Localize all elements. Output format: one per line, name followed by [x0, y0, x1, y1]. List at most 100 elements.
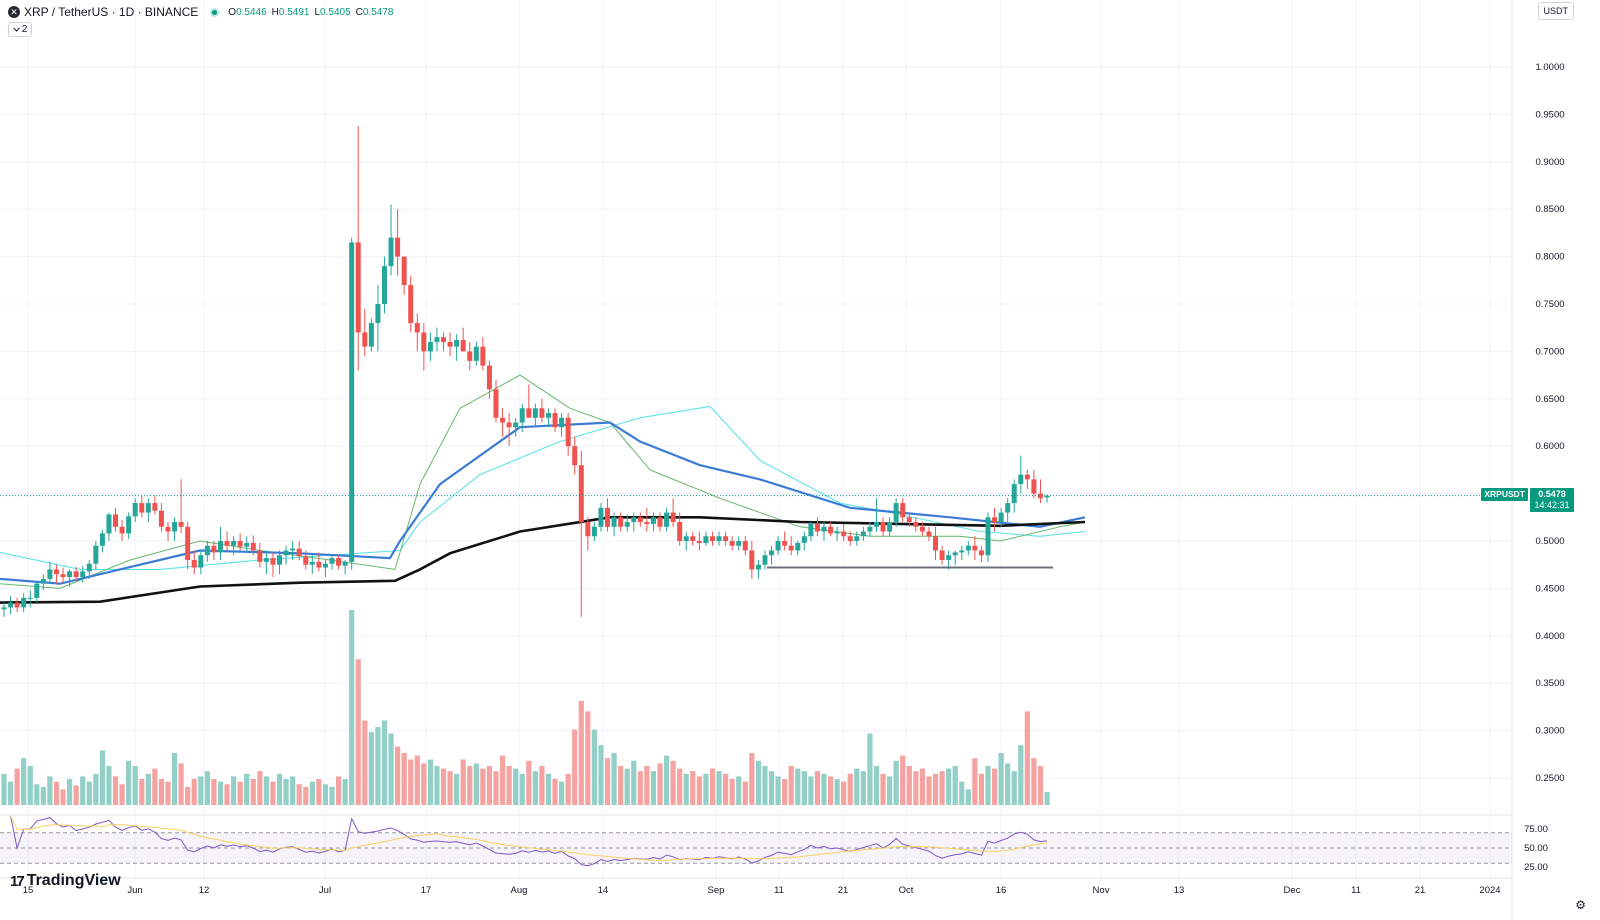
time-tick-label: 2024: [1479, 885, 1500, 896]
settings-gear-icon[interactable]: ⚙: [1575, 898, 1586, 912]
ohlc-high: H0.5491: [271, 6, 310, 18]
volume-bar: [808, 776, 814, 805]
volume-bar: [47, 776, 53, 805]
volume-bar: [460, 759, 466, 805]
chart-header: ✕ XRP / TetherUS · 1D · BINANCE O0.5446 …: [8, 3, 398, 21]
volume-bar: [93, 773, 99, 805]
volume-bar: [578, 701, 584, 805]
candle-body: [460, 340, 466, 352]
candle-body: [965, 545, 971, 551]
price-tick-label: 0.3500: [1535, 678, 1564, 689]
candle-body: [762, 555, 768, 565]
candle-body: [93, 545, 99, 564]
volume-bar: [165, 781, 171, 805]
candle-body: [421, 332, 427, 352]
candle-body: [349, 242, 355, 562]
time-tick-label: 13: [1174, 885, 1185, 896]
volume-bar: [250, 779, 256, 805]
market-status-icon: [210, 7, 220, 17]
candle-body: [250, 542, 256, 551]
candle-body: [841, 531, 847, 537]
volume-bar: [34, 784, 40, 805]
candle-body: [145, 503, 151, 513]
candle-body: [933, 536, 939, 551]
volume-bar: [814, 771, 821, 805]
candle-body: [998, 512, 1004, 523]
volume-bar: [257, 771, 263, 805]
candle-body: [801, 536, 807, 543]
candle-body: [677, 522, 683, 541]
candle-body: [237, 541, 243, 547]
tradingview-logo-icon: 17: [10, 872, 25, 890]
volume-bar: [572, 729, 578, 805]
candle-body: [703, 536, 709, 543]
volume-bar: [217, 781, 224, 805]
last-price-value: 0.5478: [1538, 489, 1566, 499]
candle-body: [644, 522, 650, 524]
volume-bar: [1, 773, 7, 805]
candle-body: [893, 503, 899, 523]
indicators-toggle-button[interactable]: 2: [8, 22, 32, 37]
candle-body: [486, 365, 492, 390]
candle-body: [690, 536, 696, 541]
symbol-price-label: XRPUSDT: [1481, 488, 1528, 501]
candle-body: [887, 522, 893, 532]
candle-body: [972, 545, 978, 551]
time-tick-label: Sep: [708, 885, 725, 896]
candle-body: [545, 413, 551, 418]
volume-bar: [552, 779, 558, 805]
ohlc-open: O0.5446: [228, 6, 267, 18]
candle-body: [591, 526, 597, 537]
volume-bar: [290, 776, 296, 805]
candle-body: [782, 541, 788, 546]
candle-body: [395, 237, 401, 257]
symbol-title[interactable]: XRP / TetherUS · 1D · BINANCE: [24, 5, 199, 19]
time-tick-label: 21: [838, 885, 849, 896]
volume-bar: [762, 766, 768, 805]
volume-bar: [27, 766, 33, 805]
candle-body: [375, 304, 381, 323]
volume-bar: [565, 773, 571, 805]
tradingview-logo[interactable]: 17 TradingView: [10, 872, 121, 890]
volume-bar: [657, 763, 663, 805]
volume-bar: [965, 789, 971, 805]
volume-bar: [618, 766, 624, 805]
volume-bar: [309, 781, 315, 805]
candle-body: [40, 578, 46, 584]
candle-body: [99, 533, 105, 546]
volume-bar: [1011, 771, 1017, 805]
candle-body: [493, 389, 499, 418]
candle-body: [329, 558, 335, 564]
candle-body: [427, 341, 433, 352]
volume-bar: [788, 766, 794, 805]
chevron-down-icon: [12, 27, 20, 32]
candle-body: [303, 556, 309, 565]
candle-body: [454, 340, 460, 347]
candle-body: [211, 545, 217, 553]
candle-body: [611, 517, 617, 527]
candle-body: [290, 548, 296, 551]
candle-body: [1018, 474, 1024, 485]
volume-bar: [270, 781, 276, 805]
ohlc-close: C0.5478: [355, 6, 394, 18]
ohlc-low: L0.5405: [314, 6, 351, 18]
volume-bar: [847, 773, 853, 805]
candle-body: [480, 346, 486, 366]
time-tick-label: 14: [598, 885, 609, 896]
volume-bar: [493, 771, 499, 805]
candle-body: [559, 417, 565, 428]
candle-body: [873, 522, 879, 527]
volume-bar: [408, 759, 414, 805]
volume-bar: [860, 771, 866, 805]
volume-bar: [14, 768, 20, 805]
candle-body: [263, 558, 269, 562]
time-tick-label: Aug: [511, 885, 528, 896]
candle-body: [473, 346, 479, 361]
candle-body: [165, 526, 171, 532]
volume-bar: [893, 760, 899, 805]
volume-bar: [139, 779, 145, 805]
currency-selector[interactable]: USDT: [1537, 2, 1574, 20]
volume-bar: [677, 768, 683, 805]
volume-bars: [1, 610, 1050, 805]
